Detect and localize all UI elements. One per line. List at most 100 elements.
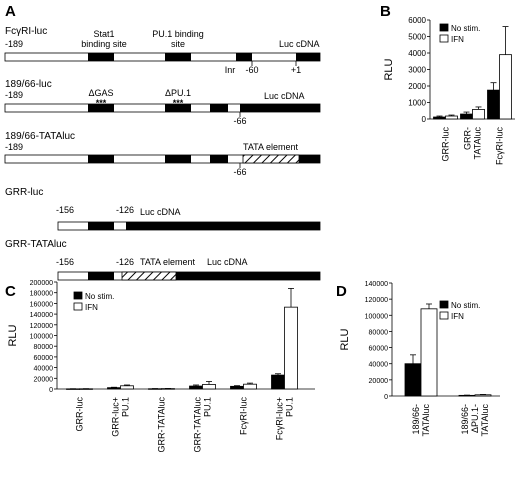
chart-c-legend-label: No stim. xyxy=(85,292,114,301)
construct-2-pu1-box xyxy=(165,104,191,112)
chart-b-ytick-label: 0 xyxy=(422,115,427,124)
chart-d-category-label-line: 189/66- xyxy=(460,404,470,435)
chart-b: 0 1000 2000 3000 4000 5000 6000 RLU GRR-luc GRR-T… xyxy=(383,16,515,165)
construct-3-name: 189/66-TATAluc xyxy=(5,131,75,142)
chart-c-ytick-label: 140000 xyxy=(30,312,53,319)
chart-b-bar-nostim xyxy=(460,113,473,120)
construct-2-stars-pu1: *** xyxy=(173,98,184,108)
construct-2-minus66: -66 xyxy=(233,116,246,126)
chart-d-ytick-label: 40000 xyxy=(369,362,389,369)
chart-d-category-label: 189/66-ΔPU.1-TATAluc xyxy=(460,404,490,437)
chart-d-legend-label: IFN xyxy=(451,312,464,321)
chart-c-legend-swatch xyxy=(73,302,83,311)
chart-c-legend-swatch xyxy=(73,291,83,300)
chart-c-ytick-label: 0 xyxy=(49,387,53,394)
panel-letter-c: C xyxy=(5,283,16,300)
chart-c-bar-ifn xyxy=(120,385,134,390)
chart-c-bar-ifn xyxy=(243,383,257,390)
panel-letter-a: A xyxy=(5,3,16,20)
construct-5-start: -156 xyxy=(56,257,74,267)
chart-b-category-label-line: GRR- xyxy=(463,127,473,150)
chart-c-bar-nostim xyxy=(230,385,244,390)
construct-5-name: GRR-TATAluc xyxy=(5,239,67,250)
construct-3-pu1-box xyxy=(165,155,191,163)
chart-c-ytick-label: 60000 xyxy=(34,355,54,362)
chart-c-legend-label: IFN xyxy=(85,303,98,312)
chart-d-ytick-label: 60000 xyxy=(369,346,389,353)
chart-c-category-label: GRR-TATAluc xyxy=(157,397,167,453)
construct-1-inr: Inr xyxy=(225,65,236,75)
construct-1-plus1: +1 xyxy=(291,65,301,75)
chart-c-ylabel: RLU xyxy=(7,324,19,346)
chart-d-category-label-line: ΔPU.1- xyxy=(470,404,480,433)
construct-4-name: GRR-luc xyxy=(5,187,43,198)
chart-b-legend-swatch xyxy=(439,34,449,43)
chart-d-category-label: 189/66-TATAluc xyxy=(411,404,431,437)
chart-d-category-label-line: TATAluc xyxy=(480,404,490,437)
chart-c: 0 20000 40000 60000 80000 100000 120000 140000 1… xyxy=(7,280,315,453)
chart-d-bar-ifn xyxy=(420,308,438,397)
construct-3-tata-box xyxy=(242,154,300,164)
construct-1-start: -189 xyxy=(5,39,23,49)
chart-d-legend-label: No stim. xyxy=(451,301,480,310)
chart-b-ytick-label: 6000 xyxy=(408,16,426,25)
construct-5-luc-label: Luc cDNA xyxy=(207,257,248,267)
chart-d-category-label-line: TATAluc xyxy=(421,404,431,437)
chart-d-bar-ifn xyxy=(474,394,492,397)
chart-c-ytick-label: 40000 xyxy=(34,366,54,373)
construct-1-minus60: -60 xyxy=(245,65,258,75)
chart-b-bar-nostim xyxy=(433,116,446,120)
chart-c-ytick-label: 120000 xyxy=(30,323,53,330)
chart-c-ytick-label: 80000 xyxy=(34,344,54,351)
chart-d-category-label-line: 189/66- xyxy=(411,404,421,435)
chart-c-category-label-line: GRR-luc xyxy=(75,397,85,432)
chart-c-category-label-line: GRR-TATAluc xyxy=(193,397,203,453)
construct-4-luc-label: Luc cDNA xyxy=(140,207,181,217)
chart-c-ytick-label: 100000 xyxy=(30,334,53,341)
construct-3-luc-box xyxy=(299,155,320,163)
chart-b-bar-ifn xyxy=(472,109,485,120)
construct-2-luc-label: Luc cDNA xyxy=(264,91,305,101)
chart-b-category-label-line: FcγRI-luc xyxy=(495,127,505,165)
chart-d-ytick-label: 0 xyxy=(384,394,388,401)
chart-c-ytick-label: 20000 xyxy=(34,376,54,383)
chart-d: 0 20000 40000 60000 80000 100000 120000 140000 R… xyxy=(339,281,500,437)
construct-2-luc-box xyxy=(240,104,320,112)
chart-d-legend-swatch xyxy=(439,311,449,320)
construct-2-stars-gas: *** xyxy=(96,98,107,108)
construct-1-luc-label: Luc cDNA xyxy=(279,39,320,49)
chart-b-legend-label: No stim. xyxy=(451,24,480,33)
chart-c-category-label: GRR-luc xyxy=(75,397,85,432)
construct-4-luc-box xyxy=(126,222,320,230)
construct-3-stat1-box xyxy=(88,155,114,163)
construct-5-luc-box xyxy=(176,272,320,280)
chart-c-ytick-label: 160000 xyxy=(30,301,53,308)
chart-c-category-label: FcγRI-luc xyxy=(239,397,249,435)
chart-c-category-label-line: PU.1 xyxy=(121,397,131,417)
chart-b-legend-label: IFN xyxy=(451,35,464,44)
construct-5-end: -126 xyxy=(116,257,134,267)
construct-2-dgas: ΔGAS xyxy=(88,88,113,98)
chart-c-bar-ifn xyxy=(284,306,298,390)
chart-c-bar-nostim xyxy=(271,374,285,390)
construct-1-stat1-label-1: Stat1 xyxy=(93,29,114,39)
chart-c-bar-nostim xyxy=(107,387,121,390)
construct-1-stat1-box xyxy=(88,53,114,61)
chart-d-ytick-label: 120000 xyxy=(365,297,388,304)
panel-letter-d: D xyxy=(336,283,347,300)
construct-1-pu1-label-2: site xyxy=(171,39,185,49)
chart-c-bar-nostim xyxy=(189,385,203,390)
construct-3-inr-box xyxy=(210,155,228,163)
chart-c-category-label-line: GRR-TATAluc xyxy=(157,397,167,453)
construct-diagrams: FcγRI-luc -189 Stat1 binding site PU.1 b… xyxy=(4,26,321,281)
chart-b-ytick-label: 5000 xyxy=(408,33,426,42)
construct-1-bar xyxy=(4,52,321,62)
construct-2-dpu1: ΔPU.1 xyxy=(165,88,191,98)
construct-3-start: -189 xyxy=(5,142,23,152)
construct-2-name: 189/66-luc xyxy=(5,79,52,90)
chart-b-ytick-label: 4000 xyxy=(408,49,426,58)
construct-4-end: -126 xyxy=(116,205,134,215)
chart-b-category-label: FcγRI-luc xyxy=(495,127,505,165)
construct-1-luc-box xyxy=(296,53,320,61)
